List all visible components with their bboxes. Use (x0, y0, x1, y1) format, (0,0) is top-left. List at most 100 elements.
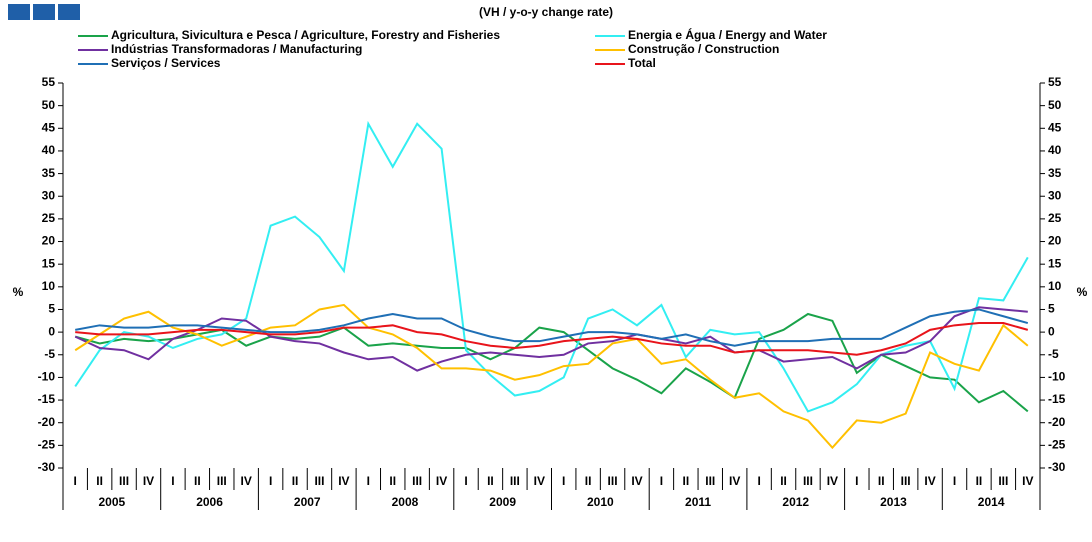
x-tick-label: IV (924, 474, 935, 488)
x-tick-label: II (780, 474, 787, 488)
x-tick-label: II (96, 474, 103, 488)
series-line (74, 306, 1028, 372)
x-tick-label: II (683, 474, 690, 488)
x-tick-label: IV (729, 474, 740, 488)
x-tick-label: IV (631, 474, 642, 488)
y2-tick-label: 30 (1048, 188, 1062, 202)
x-tick-label: II (487, 474, 494, 488)
logo-block (8, 4, 30, 20)
y-tick-label: 0 (48, 324, 55, 338)
year-label: 2008 (392, 495, 419, 509)
y-tick-label: 5 (48, 302, 55, 316)
logo-block (33, 4, 55, 20)
y2-tick-label: 40 (1048, 143, 1062, 157)
series-line (74, 303, 1029, 450)
year-label: 2007 (294, 495, 321, 509)
x-tick-label: II (389, 474, 396, 488)
x-tick-label: III (510, 474, 520, 488)
x-tick-label: III (217, 474, 227, 488)
y2-tick-label: 35 (1048, 166, 1062, 180)
y2-tick-label: 20 (1048, 234, 1062, 248)
x-tick-label: I (171, 474, 174, 488)
x-tick-label: IV (534, 474, 545, 488)
y-tick-label: 10 (42, 279, 56, 293)
y-tick-label: -5 (44, 347, 55, 361)
year-label: 2014 (978, 495, 1005, 509)
x-tick-label: III (608, 474, 618, 488)
y-tick-label: -10 (38, 370, 56, 384)
series-line (75, 308, 1029, 347)
y2-tick-label: 15 (1048, 256, 1062, 270)
y-tick-label: 20 (42, 234, 56, 248)
series-line (75, 322, 1029, 356)
x-tick-label: IV (338, 474, 349, 488)
x-tick-label: II (878, 474, 885, 488)
x-tick-label: III (901, 474, 911, 488)
legend-label: Construção / Construction (628, 42, 779, 56)
legend-label: Agricultura, Sivicultura e Pesca / Agric… (111, 28, 500, 42)
y-tick-label: -20 (38, 415, 56, 429)
y2-tick-label: 45 (1048, 120, 1062, 134)
y2-tick-label: -20 (1048, 415, 1066, 429)
y2-tick-label: -10 (1048, 370, 1066, 384)
x-tick-label: I (269, 474, 272, 488)
y-tick-label: 35 (42, 166, 56, 180)
legend-label: Indústrias Transformadoras / Manufacturi… (111, 42, 362, 56)
y2-tick-label: 55 (1048, 75, 1062, 89)
y-tick-label: 30 (42, 188, 56, 202)
y2-tick-label: -5 (1048, 347, 1059, 361)
x-tick-label: I (367, 474, 370, 488)
x-tick-label: IV (143, 474, 154, 488)
x-tick-label: III (998, 474, 1008, 488)
x-tick-label: III (412, 474, 422, 488)
year-label: 2011 (685, 495, 711, 509)
y-tick-label: 25 (42, 211, 56, 225)
x-tick-label: I (74, 474, 77, 488)
legend-label: Serviços / Services (111, 56, 221, 70)
y2-axis-label: % (1077, 285, 1088, 299)
x-tick-label: IV (241, 474, 252, 488)
y-tick-label: -30 (38, 460, 56, 474)
y-tick-label: 45 (42, 120, 56, 134)
x-tick-label: I (562, 474, 565, 488)
y2-tick-label: 50 (1048, 98, 1062, 112)
year-label: 2006 (196, 495, 223, 509)
y2-tick-label: -30 (1048, 460, 1066, 474)
x-tick-label: II (194, 474, 201, 488)
y-tick-label: 50 (42, 98, 56, 112)
series-line (74, 120, 1029, 413)
year-label: 2013 (880, 495, 907, 509)
x-tick-label: I (660, 474, 663, 488)
year-label: 2010 (587, 495, 614, 509)
series-line (74, 312, 1029, 413)
legend-label: Total (628, 56, 656, 70)
x-tick-label: II (292, 474, 299, 488)
x-tick-label: I (953, 474, 956, 488)
x-tick-label: I (464, 474, 467, 488)
chart-subtitle: (VH / y-o-y change rate) (479, 5, 613, 19)
year-label: 2009 (489, 495, 516, 509)
y-tick-label: 40 (42, 143, 56, 157)
logo-block (58, 4, 80, 20)
y-tick-label: -15 (38, 392, 56, 406)
x-tick-label: IV (827, 474, 838, 488)
x-tick-label: III (705, 474, 715, 488)
y2-tick-label: -25 (1048, 438, 1066, 452)
y2-tick-label: 0 (1048, 324, 1055, 338)
x-tick-label: III (314, 474, 324, 488)
x-tick-label: II (976, 474, 983, 488)
x-tick-label: I (855, 474, 858, 488)
y2-tick-label: 25 (1048, 211, 1062, 225)
y2-tick-label: 10 (1048, 279, 1062, 293)
x-tick-label: II (585, 474, 592, 488)
x-tick-label: III (119, 474, 129, 488)
y-axis-label: % (13, 285, 24, 299)
y2-tick-label: -15 (1048, 392, 1066, 406)
y-tick-label: 55 (42, 75, 56, 89)
y2-tick-label: 5 (1048, 302, 1055, 316)
x-tick-label: IV (436, 474, 447, 488)
year-label: 2005 (98, 495, 125, 509)
legend-label: Energia e Água / Energy and Water (628, 27, 827, 42)
y-tick-label: 15 (42, 256, 56, 270)
